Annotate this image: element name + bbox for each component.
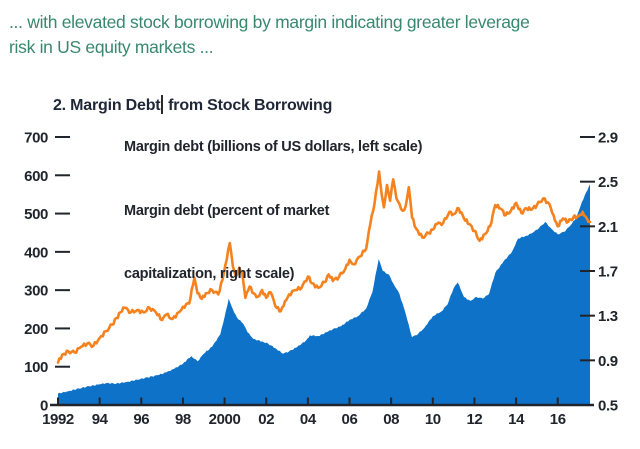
- margin-debt-area-series: [58, 184, 590, 405]
- x-axis-tick-label: 06: [342, 411, 358, 428]
- legend-label-percent-line2: capitalization, right scale): [124, 266, 295, 282]
- right-axis-tick-label: 0.5: [598, 398, 618, 415]
- blue-area-swatch: [78, 142, 114, 152]
- orange-line-swatch: [78, 168, 114, 172]
- lead-line-1: ... with elevated stock borrowing by mar…: [9, 12, 530, 32]
- left-axis-tick-label: 400: [24, 244, 48, 261]
- right-axis-tick-label: 1.3: [598, 308, 618, 325]
- x-axis-tick-label: 04: [300, 411, 317, 428]
- figure-title[interactable]: 2. Margin Debt from Stock Borrowing: [36, 77, 332, 133]
- percent-of-market-cap-line-series: [56, 170, 592, 364]
- legend-label-percent: Margin debt (percent of market capitaliz…: [124, 159, 329, 327]
- legend-label-dollars: Margin debt (billions of US dollars, lef…: [124, 139, 423, 155]
- right-axis-tick-label: 2.5: [598, 174, 618, 191]
- x-axis-tick-label: 08: [383, 411, 399, 428]
- figure-title-after-caret: from Stock Borrowing: [163, 97, 333, 114]
- lead-line-2: risk in US equity markets ...: [9, 37, 214, 57]
- right-axis-tick-label: 0.9: [598, 353, 618, 370]
- x-axis-tick-label: 96: [133, 411, 149, 428]
- x-axis-tick-label: 10: [425, 411, 441, 428]
- right-axis-tick-label: 2.1: [598, 219, 618, 236]
- figure-title-before-caret: 2. Margin Debt: [52, 97, 161, 114]
- legend-item-margin-debt-percent: Margin debt (percent of market capitaliz…: [78, 159, 422, 327]
- left-axis-tick-label: 100: [24, 359, 48, 376]
- legend-item-margin-debt-dollars: Margin debt (billions of US dollars, lef…: [78, 137, 422, 158]
- text-caret: [161, 95, 163, 114]
- x-axis-tick-label: 16: [550, 411, 566, 428]
- left-axis-tick-label: 300: [24, 283, 48, 300]
- left-axis-tick-label: 200: [24, 321, 48, 338]
- x-axis-tick-label: 98: [175, 411, 191, 428]
- x-axis-tick-label: 02: [258, 411, 274, 428]
- left-axis-tick-label: 500: [24, 206, 48, 223]
- x-axis-tick-label: 94: [92, 411, 109, 428]
- left-axis-tick-label: 0: [40, 398, 48, 415]
- x-axis-tick-label: 1992: [42, 411, 74, 428]
- legend-label-percent-line1: Margin debt (percent of market: [124, 203, 330, 219]
- x-axis-tick-label: 2000: [209, 411, 241, 428]
- right-axis-tick-label: 2.9: [598, 130, 618, 147]
- left-axis-tick-label: 700: [24, 130, 48, 147]
- right-axis-tick-label: 1.7: [598, 264, 618, 281]
- section-lead-text: ... with elevated stock borrowing by mar…: [9, 10, 629, 60]
- x-axis-tick-label: 14: [508, 411, 525, 428]
- x-axis-tick-label: 12: [466, 411, 482, 428]
- left-axis-tick-label: 600: [24, 168, 48, 185]
- chart-legend: Margin debt (billions of US dollars, lef…: [78, 137, 422, 328]
